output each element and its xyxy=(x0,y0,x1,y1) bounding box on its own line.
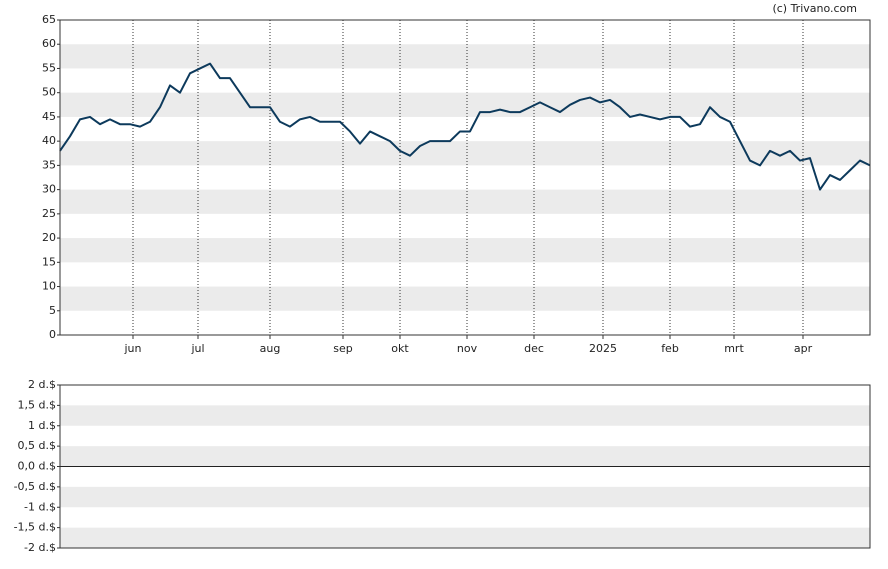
grid-band xyxy=(60,141,870,166)
x-tick-label: apr xyxy=(794,342,813,355)
y-tick-label: 25 xyxy=(42,207,56,220)
y-tick-label: 45 xyxy=(42,110,56,123)
y-tick-label: 5 xyxy=(49,304,56,317)
y-tick-label: 1 d.$ xyxy=(28,419,56,432)
plot-area xyxy=(60,20,870,335)
y-tick-label: 20 xyxy=(42,231,56,244)
y-tick-label: 40 xyxy=(42,134,56,147)
y-tick-label: -1,5 d.$ xyxy=(14,521,56,534)
y-tick-label: -0,5 d.$ xyxy=(14,480,56,493)
grid-band xyxy=(60,44,870,69)
y-tick-label: 0,5 d.$ xyxy=(18,439,56,452)
y-tick-label: 30 xyxy=(42,183,56,196)
x-tick-label: okt xyxy=(391,342,409,355)
grid-band xyxy=(60,446,870,467)
y-tick-label: 60 xyxy=(42,37,56,50)
plot-border xyxy=(59,384,871,549)
x-tick-label: aug xyxy=(260,342,281,355)
y-tick-label: 55 xyxy=(42,61,56,74)
grid-band xyxy=(60,189,870,214)
grid-band xyxy=(60,527,870,548)
grid-band xyxy=(60,486,870,508)
y-tick-label: -1 d.$ xyxy=(24,500,56,513)
y-tick-label: 15 xyxy=(42,255,56,268)
x-tick-label: feb xyxy=(661,342,679,355)
y-tick-label: 50 xyxy=(42,86,56,99)
y-tick-label: 0 xyxy=(49,328,56,341)
source: (c) Trivano.com xyxy=(772,2,857,15)
y-tick-label: 65 xyxy=(42,13,56,26)
y-tick-label: 0,0 d.$ xyxy=(18,460,56,473)
grid-band xyxy=(60,405,870,426)
x-tick-label: jun xyxy=(124,342,142,355)
price-line xyxy=(59,62,871,191)
grid-band xyxy=(60,286,870,311)
y-tick-label: -2 d.$ xyxy=(24,541,56,554)
x-tick-label: mrt xyxy=(724,342,744,355)
x-tick-label: nov xyxy=(457,342,478,355)
y-tick-label: 35 xyxy=(42,158,56,171)
y-tick-label: 10 xyxy=(42,280,56,293)
x-tick-label: jul xyxy=(190,342,204,355)
x-tick-label: sep xyxy=(333,342,352,355)
y-tick-label: 2 d.$ xyxy=(28,378,56,391)
grid-band xyxy=(60,92,870,117)
x-tick-label: dec xyxy=(524,342,544,355)
grid-band xyxy=(60,238,870,263)
y-tick-label: 1,5 d.$ xyxy=(18,398,56,411)
x-tick-label: 2025 xyxy=(589,342,617,355)
plot-border xyxy=(59,19,871,336)
